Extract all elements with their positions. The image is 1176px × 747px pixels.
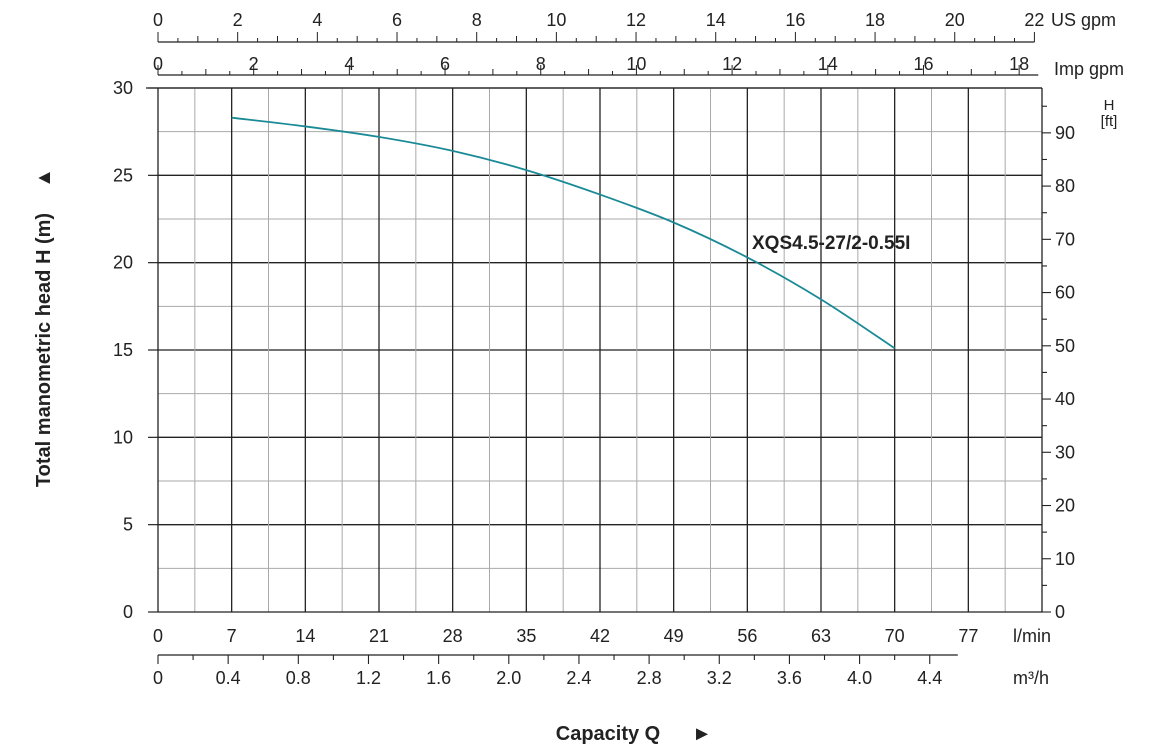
lmin-tick-label: 21 (369, 626, 389, 646)
m3h-tick-label: 3.6 (777, 668, 802, 688)
lmin-tick-label: 7 (227, 626, 237, 646)
y-axis-title: Total manometric head H (m) (33, 213, 55, 487)
usgpm-tick-label: 8 (472, 10, 482, 30)
ft-tick-label: 20 (1055, 496, 1075, 516)
usgpm-tick-label: 10 (546, 10, 566, 30)
usgpm-tick-label: 12 (626, 10, 646, 30)
impgpm-tick-label: 2 (249, 54, 259, 74)
y-tick-label: 15 (113, 340, 133, 360)
impgpm-tick-label: 4 (344, 54, 354, 74)
lmin-unit-label: l/min (1013, 626, 1051, 646)
usgpm-tick-label: 14 (706, 10, 726, 30)
lmin-tick-label: 49 (664, 626, 684, 646)
y-tick-label: 0 (123, 602, 133, 622)
y-tick-label: 25 (113, 165, 133, 185)
ft-tick-label: 10 (1055, 549, 1075, 569)
x-axis-title: Capacity Q (556, 723, 660, 745)
lmin-tick-label: 63 (811, 626, 831, 646)
m3h-tick-label: 0 (153, 668, 163, 688)
m3h-tick-label: 3.2 (707, 668, 732, 688)
m3h-tick-label: 0.8 (286, 668, 311, 688)
ft-tick-label: 50 (1055, 336, 1075, 356)
lmin-tick-label: 35 (516, 626, 536, 646)
lmin-tick-label: 14 (295, 626, 315, 646)
ft-tick-label: 40 (1055, 389, 1075, 409)
ft-tick-label: 90 (1055, 123, 1075, 143)
ft-tick-label: 30 (1055, 442, 1075, 462)
y-tick-label: 30 (113, 78, 133, 98)
ft-unit-bottom: [ft] (1101, 113, 1118, 130)
series-label: XQS4.5-27/2-0.55I (752, 233, 910, 254)
m3h-tick-label: 2.0 (496, 668, 521, 688)
lmin-tick-label: 70 (885, 626, 905, 646)
y-tick-label: 20 (113, 253, 133, 273)
lmin-tick-label: 28 (443, 626, 463, 646)
m3h-tick-label: 2.8 (637, 668, 662, 688)
m3h-unit-label: m³/h (1013, 668, 1049, 688)
ft-unit-top: H (1104, 97, 1115, 114)
x-axis-arrow: ► (692, 723, 712, 745)
usgpm-unit-label: US gpm (1051, 10, 1116, 30)
y-tick-label: 10 (113, 427, 133, 447)
impgpm-tick-label: 16 (913, 54, 933, 74)
m3h-tick-label: 2.4 (566, 668, 591, 688)
usgpm-tick-label: 22 (1024, 10, 1044, 30)
m3h-tick-label: 1.2 (356, 668, 381, 688)
usgpm-tick-label: 2 (233, 10, 243, 30)
impgpm-tick-label: 14 (818, 54, 838, 74)
grid (158, 87, 1042, 612)
impgpm-tick-label: 18 (1009, 54, 1029, 74)
m3h-tick-label: 4.4 (917, 668, 942, 688)
impgpm-tick-label: 6 (440, 54, 450, 74)
impgpm-tick-label: 0 (153, 54, 163, 74)
impgpm-unit-label: Imp gpm (1054, 59, 1124, 79)
lmin-tick-label: 56 (737, 626, 757, 646)
ft-tick-label: 0 (1055, 602, 1065, 622)
ft-tick-label: 70 (1055, 229, 1075, 249)
lmin-tick-label: 0 (153, 626, 163, 646)
series-layer (231, 116, 896, 349)
usgpm-tick-label: 6 (392, 10, 402, 30)
labels: Total manometric head H (m) ▲ Capacity Q… (33, 97, 1117, 745)
m3h-tick-label: 0.4 (216, 668, 241, 688)
usgpm-tick-label: 0 (153, 10, 163, 30)
y-axis-arrow: ▲ (33, 168, 55, 188)
usgpm-tick-label: 4 (312, 10, 322, 30)
lmin-tick-label: 42 (590, 626, 610, 646)
m3h-tick-label: 4.0 (847, 668, 872, 688)
usgpm-tick-label: 16 (785, 10, 805, 30)
usgpm-tick-label: 20 (945, 10, 965, 30)
ft-tick-label: 60 (1055, 283, 1075, 303)
usgpm-tick-label: 18 (865, 10, 885, 30)
ft-tick-label: 80 (1055, 176, 1075, 196)
m3h-tick-label: 1.6 (426, 668, 451, 688)
y-tick-label: 5 (123, 515, 133, 535)
impgpm-tick-label: 12 (722, 54, 742, 74)
series-line-0 (231, 116, 896, 349)
impgpm-tick-label: 10 (626, 54, 646, 74)
impgpm-tick-label: 8 (536, 54, 546, 74)
lmin-tick-label: 77 (958, 626, 978, 646)
